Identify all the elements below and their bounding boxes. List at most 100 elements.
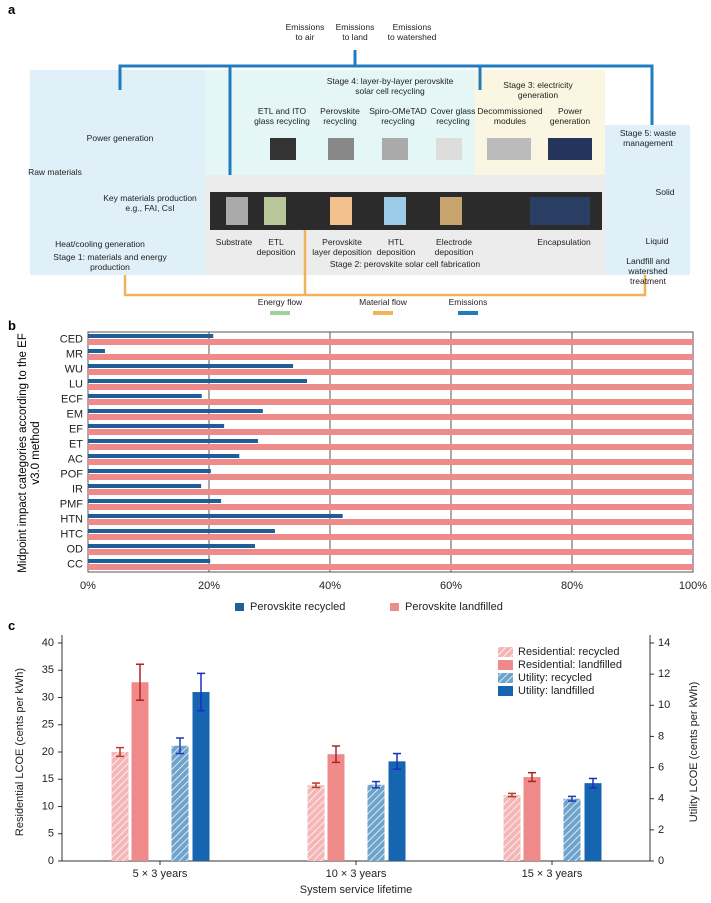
y-tick-label: 15 xyxy=(42,773,54,785)
y2-tick-label: 12 xyxy=(658,668,670,680)
y2-tick-label: 4 xyxy=(658,793,664,805)
bar xyxy=(563,798,581,861)
bar xyxy=(88,409,263,413)
legend-swatch xyxy=(498,647,513,657)
x-tick-label: 60% xyxy=(440,580,462,592)
step-label: HTL deposition xyxy=(376,237,416,257)
bar xyxy=(88,534,693,540)
stage1-box xyxy=(30,70,205,275)
y-tick-label: EF xyxy=(69,423,83,435)
legend-swatch xyxy=(498,673,513,683)
stage5-box xyxy=(605,125,690,275)
legend-swatch xyxy=(390,603,399,611)
step-label: ETL and ITO glass recycling xyxy=(254,106,310,126)
y-tick-label: ET xyxy=(69,438,83,450)
error-bar xyxy=(197,672,205,712)
step-label: Substrate xyxy=(215,237,253,247)
error-bar xyxy=(393,752,401,770)
error-bar xyxy=(508,792,516,798)
error-bar xyxy=(528,771,536,783)
bar xyxy=(88,439,259,443)
legend-label: Utility: landfilled xyxy=(518,685,594,697)
bar xyxy=(131,682,149,861)
legend-swatch xyxy=(498,686,513,696)
stage-title: Stage 4: layer-by-layer perovskite solar… xyxy=(326,76,454,96)
bar xyxy=(327,754,345,861)
y-tick-label: 30 xyxy=(42,691,54,703)
bar xyxy=(88,549,693,555)
bar xyxy=(88,454,240,458)
bar xyxy=(88,469,211,473)
bar xyxy=(88,559,211,563)
bar xyxy=(171,745,189,861)
y-tick-label: OD xyxy=(67,543,84,555)
legend-label: Residential: landfilled xyxy=(518,659,622,671)
y-tick-label: CC xyxy=(67,558,83,570)
bar xyxy=(111,752,129,861)
bar xyxy=(88,499,222,503)
bar xyxy=(307,785,325,861)
emission-label: Emissions to land xyxy=(335,22,375,42)
step-label: Cover glass recycling xyxy=(430,106,476,126)
x-tick-label: 100% xyxy=(679,580,707,592)
step-label: Liquid xyxy=(645,236,669,246)
y2-axis-label: Utility LCOE (cents per kWh) xyxy=(688,682,700,823)
stage-title: Stage 2: perovskite solar cell fabricati… xyxy=(329,259,481,269)
legend-label: Residential: recycled xyxy=(518,646,620,658)
plot-frame xyxy=(87,331,694,573)
legend-label: Emissions xyxy=(448,297,488,307)
y-tick-label: 5 xyxy=(48,828,54,840)
y-tick-label: IR xyxy=(72,483,83,495)
x-tick-label: 20% xyxy=(198,580,220,592)
error-bar xyxy=(372,780,380,789)
bar xyxy=(88,459,693,465)
bar xyxy=(88,384,693,390)
bar xyxy=(88,429,693,435)
stage-title: Stage 3: electricity generation xyxy=(503,80,573,100)
legend-swatch xyxy=(235,603,244,611)
bar xyxy=(523,777,541,861)
bar xyxy=(88,424,225,428)
x-tick-label: 10 × 3 years xyxy=(326,868,387,880)
bar xyxy=(88,544,255,548)
bar xyxy=(88,394,202,398)
y-tick-label: ECF xyxy=(61,393,83,405)
y-tick-label: 25 xyxy=(42,719,54,731)
bar xyxy=(88,364,294,368)
panel-label: c xyxy=(8,618,16,633)
bar xyxy=(584,783,602,861)
y-tick-label: WU xyxy=(65,363,83,375)
emission-arrows xyxy=(118,50,654,175)
error-bar xyxy=(176,737,184,755)
bar xyxy=(88,529,275,533)
material-arrows xyxy=(123,230,647,297)
error-bar xyxy=(332,745,340,764)
step-label: Key materials production e.g., FAI, CsI xyxy=(103,193,197,213)
step-label: Electrode deposition xyxy=(434,237,474,257)
step-label: Perovskite layer deposition xyxy=(312,237,372,257)
bar xyxy=(88,414,693,420)
bar xyxy=(88,399,693,405)
y-tick-label: LU xyxy=(69,378,83,390)
bar xyxy=(88,514,343,518)
bar xyxy=(88,379,308,383)
legend-label: Perovskite landfilled xyxy=(405,601,503,613)
y2-tick-label: 0 xyxy=(658,855,664,867)
step-label: Power generation xyxy=(549,106,591,126)
y-tick-label: 20 xyxy=(42,746,54,758)
panel-label: b xyxy=(8,318,16,333)
y-tick-label: CED xyxy=(60,333,83,345)
x-tick-label: 0% xyxy=(80,580,96,592)
y-tick-label: 35 xyxy=(42,664,54,676)
y-tick-label: HTN xyxy=(60,513,83,525)
y-tick-label: HTC xyxy=(60,528,83,540)
bar xyxy=(192,692,210,861)
y-tick-label: 10 xyxy=(42,800,54,812)
x-tick-label: 80% xyxy=(561,580,583,592)
y2-tick-label: 2 xyxy=(658,824,664,836)
legend-label: Energy flow xyxy=(257,297,303,307)
bar xyxy=(88,504,693,510)
modules xyxy=(226,138,592,225)
step-label: Solid xyxy=(655,187,675,197)
